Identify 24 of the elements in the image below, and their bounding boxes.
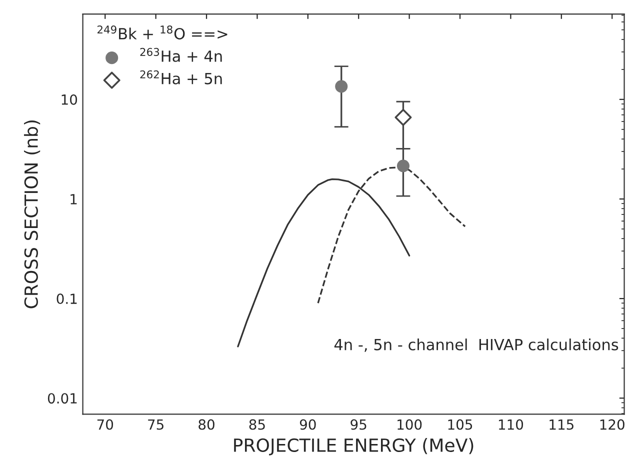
x-tick-label: 90 [300,419,316,430]
x-tick-label: 100 [398,419,422,430]
x-tick-label: 85 [249,419,265,430]
legend-title: $^{249}$Bk + $^{18}$O ==> [97,25,228,40]
legend-label: $^{262}$Ha + 5n [140,70,222,84]
point [396,160,410,172]
annotation: 4n -, 5n - channel HIVAP calculations [334,338,618,352]
y-axis-title: CROSS SECTION (nb) [24,120,40,308]
point [335,80,348,93]
y-tick-label: 1 [70,194,77,204]
x-tick-label: 120 [600,419,624,430]
y-tick-label: 0.01 [48,393,77,404]
point [394,108,412,126]
x-tick-label: 95 [350,419,366,430]
x-tick-label: 75 [148,419,164,430]
x-tick-label: 70 [97,419,114,430]
x-tick-label: 115 [550,419,574,430]
x-axis-title: PROJECTILE ENERGY (MeV) [234,438,474,456]
x-tick-label: 105 [448,419,472,430]
x-tick-label: 80 [198,419,214,430]
y-tick-label: 0.1 [56,294,77,304]
legend-label: $^{263}$Ha + 4n [140,48,222,62]
y-tick-label: 10 [62,94,78,105]
x-tick-label: 110 [498,419,524,430]
